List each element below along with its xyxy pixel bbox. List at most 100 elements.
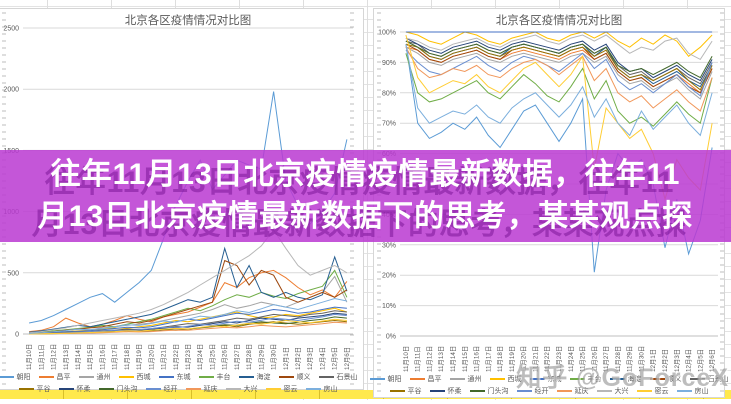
legend-label: 经开 bbox=[163, 386, 178, 393]
x-axis-label: 11月25日 bbox=[208, 344, 216, 370]
legend-item: 经开 bbox=[145, 384, 178, 394]
legend-label: 延庆 bbox=[203, 386, 218, 393]
series-line-经开 bbox=[405, 49, 713, 97]
x-axis-label: 11月27日 bbox=[602, 346, 610, 372]
legend-swatch bbox=[409, 378, 425, 380]
banner-title-line2: 月13日北京疫情最新数据下的思考，某某观点探 bbox=[37, 200, 694, 233]
legend-item: 怀柔 bbox=[58, 384, 91, 394]
legend-label: 丰台 bbox=[587, 376, 602, 383]
legend-swatch bbox=[278, 376, 294, 378]
x-axis-label: 11月18日 bbox=[496, 346, 504, 372]
legend-item: 石景山 bbox=[318, 372, 358, 382]
legend-label: 东城 bbox=[176, 374, 191, 381]
legend-swatch bbox=[529, 378, 545, 380]
x-axis-label: 11月17日 bbox=[111, 344, 119, 370]
legend-swatch bbox=[145, 388, 161, 390]
x-axis-label: 12月5日 bbox=[696, 349, 704, 372]
legend-swatch bbox=[98, 388, 114, 390]
x-axis-label: 11月30日 bbox=[270, 344, 278, 370]
x-axis-label: 11月15日 bbox=[86, 344, 94, 370]
x-axis-label: 11月20日 bbox=[520, 346, 528, 372]
legend-item: 丰台 bbox=[569, 374, 602, 384]
watermark-zhihu: 知乎 @GoForceX bbox=[516, 364, 729, 392]
x-axis-label: 11月10日 bbox=[402, 346, 410, 372]
legend-swatch bbox=[429, 390, 445, 392]
legend-item: 东城 bbox=[529, 374, 562, 384]
series-line-门头沟 bbox=[405, 40, 713, 79]
x-axis-label: 12月3日 bbox=[673, 349, 681, 372]
x-axis-label: 12月6日 bbox=[708, 349, 716, 372]
chart-title: 北京各区疫情情况对比图 bbox=[496, 13, 623, 27]
legend-item: 东城 bbox=[158, 372, 191, 382]
legend-item: 朝阳 bbox=[369, 374, 402, 384]
y-axis-label: 2000 bbox=[3, 87, 19, 94]
legend-item: 顺义 bbox=[649, 374, 682, 384]
legend-item: 延庆 bbox=[556, 386, 589, 396]
legend-label: 石景山 bbox=[336, 374, 358, 381]
legend-label: 通州 bbox=[467, 376, 482, 383]
legend-item: 房山 bbox=[305, 384, 338, 394]
legend-row: 平谷 怀柔 门头沟 经开 延庆 大兴 密云 房山 bbox=[374, 385, 724, 397]
legend-swatch bbox=[198, 376, 214, 378]
x-axis-label: 11月16日 bbox=[473, 346, 481, 372]
series-line-通州 bbox=[405, 46, 713, 100]
x-axis-label: 11月14日 bbox=[449, 346, 457, 372]
series-line-房山 bbox=[405, 44, 713, 137]
series-line-海淀 bbox=[29, 246, 348, 333]
x-axis-label: 11月21日 bbox=[160, 344, 168, 370]
series-line-西城 bbox=[405, 31, 713, 58]
series-line-房山 bbox=[29, 297, 348, 334]
legend-swatch bbox=[389, 390, 405, 392]
legend-item: 海淀 bbox=[238, 372, 271, 382]
legend-label: 平谷 bbox=[407, 388, 422, 395]
x-axis-label: 11月28日 bbox=[614, 346, 622, 372]
x-axis-label: 11月12日 bbox=[50, 344, 58, 370]
legend-swatch bbox=[0, 376, 14, 378]
legend-swatch bbox=[516, 390, 532, 392]
series-line-大兴 bbox=[405, 34, 713, 61]
y-axis-label: 80% bbox=[382, 90, 396, 97]
x-axis-label: 11月13日 bbox=[437, 346, 445, 372]
legend-swatch bbox=[449, 378, 465, 380]
x-axis-label: 11月11日 bbox=[414, 346, 422, 372]
x-axis-label: 11月23日 bbox=[555, 346, 563, 372]
x-axis-label: 11月15日 bbox=[461, 346, 469, 372]
y-axis-label: 90% bbox=[382, 60, 396, 67]
legend-row: 朝阳 昌平 通州 西城 东城 丰台 海淀 顺义 石景山 bbox=[0, 371, 363, 383]
x-axis-label: 11月17日 bbox=[484, 346, 492, 372]
legend-item: 房山 bbox=[676, 386, 709, 396]
chart-title: 北京各区疫情情况对比图 bbox=[125, 13, 252, 27]
legend-item: 昌平 bbox=[38, 372, 71, 382]
legend-swatch bbox=[689, 378, 705, 380]
legend-label: 通州 bbox=[96, 374, 111, 381]
x-axis-label: 12月5日 bbox=[331, 347, 339, 370]
x-axis-label: 11月26日 bbox=[590, 346, 598, 372]
legend-item: 海淀 bbox=[609, 374, 642, 384]
title-banner: 往年11月13日北京疫情疫情最新数据，往年11 月13日北京疫情最新数据下的思考… bbox=[0, 150, 731, 242]
x-axis-label: 11月28日 bbox=[245, 344, 253, 370]
x-axis-label: 12月2日 bbox=[294, 347, 302, 370]
x-axis-label: 11月24日 bbox=[567, 346, 575, 372]
series-line-大兴 bbox=[29, 229, 348, 334]
x-axis-label: 11月18日 bbox=[123, 344, 131, 370]
y-axis-label: 20% bbox=[382, 273, 396, 280]
legend-label: 密云 bbox=[283, 386, 298, 393]
x-axis-label: 12月4日 bbox=[318, 347, 326, 370]
legend-row: 朝阳 昌平 通州 西城 东城 丰台 海淀 顺义 石景山 bbox=[369, 373, 729, 385]
legend-label: 门头沟 bbox=[116, 386, 138, 393]
x-axis-label: 11月25日 bbox=[579, 346, 587, 372]
legend-swatch bbox=[305, 388, 321, 390]
legend-item: 丰台 bbox=[198, 372, 231, 382]
legend-label: 顺义 bbox=[667, 376, 682, 383]
y-axis-label: 100% bbox=[378, 30, 396, 37]
legend-swatch bbox=[185, 388, 201, 390]
x-axis-label: 12月4日 bbox=[685, 349, 693, 372]
y-axis-label: 70% bbox=[382, 121, 396, 128]
legend-swatch bbox=[636, 390, 652, 392]
y-axis-label: 0% bbox=[386, 334, 396, 341]
series-line-延庆 bbox=[405, 46, 713, 112]
legend-label: 西城 bbox=[136, 374, 151, 381]
left-chart-legend: 朝阳 昌平 通州 西城 东城 丰台 海淀 顺义 石景山 平谷 怀柔 门头沟 经开 延庆 大兴 密云 房山 bbox=[0, 371, 363, 395]
legend-swatch bbox=[569, 378, 585, 380]
y-axis-label: 30% bbox=[382, 242, 396, 249]
